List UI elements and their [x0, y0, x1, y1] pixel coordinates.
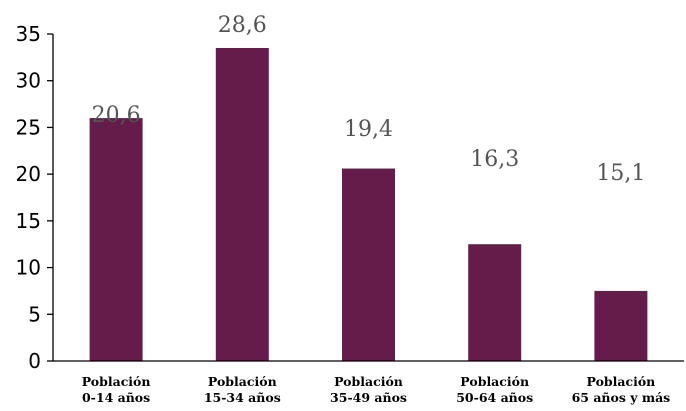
bar	[215, 48, 269, 362]
x-tick-label: Población	[208, 374, 277, 389]
bars	[89, 48, 648, 362]
y-tick-label: 5	[28, 302, 41, 326]
data-label: 15,1	[596, 161, 645, 186]
y-tick-label: 25	[16, 115, 41, 139]
y-tick-label: 0	[28, 349, 41, 373]
x-tick-label: 50-64 años	[456, 390, 533, 405]
x-tick-label: Población	[587, 374, 656, 389]
bar	[342, 168, 395, 361]
y-tick-label: 10	[16, 256, 41, 280]
y-tick-label: 20	[16, 162, 41, 186]
x-tick-label: 65 años y más	[572, 390, 671, 405]
data-label: 28,6	[218, 13, 267, 38]
data-label: 19,4	[344, 117, 393, 142]
x-tick-label: Población	[460, 374, 529, 389]
bar	[89, 118, 143, 361]
x-tick-label: Población	[334, 374, 403, 389]
y-tick-label: 15	[16, 209, 41, 233]
data-label: 20,6	[92, 103, 141, 128]
y-tick-label: 35	[16, 22, 41, 46]
x-tick-label: 15-34 años	[204, 390, 281, 405]
x-tick-label: Población	[82, 374, 151, 389]
data-labels: 20,6 28,6 19,4 16,3 15,1	[92, 13, 646, 186]
x-tick-label: 35-49 años	[330, 390, 407, 405]
bar	[468, 244, 522, 361]
data-label: 16,3	[470, 147, 519, 172]
y-axis: 0 5 10 15 20 25 30 35	[16, 22, 54, 373]
bar	[594, 290, 648, 361]
x-tick-label: 0-14 años	[82, 390, 150, 405]
y-tick-label: 30	[16, 69, 41, 93]
